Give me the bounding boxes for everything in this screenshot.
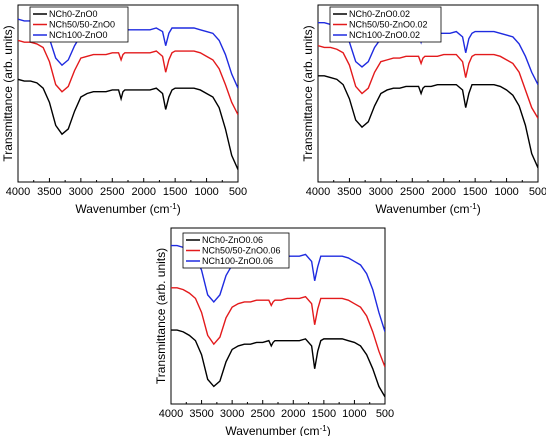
x-tick-label: 4000	[159, 408, 183, 420]
legend-label: NCh100-ZnO0.06	[202, 256, 273, 266]
x-tick-label: 2500	[400, 186, 424, 198]
x-tick-label: 2000	[131, 186, 155, 198]
y-axis-title: Transmittance (arb. units)	[301, 25, 315, 161]
x-axis-title-close: )	[327, 424, 331, 436]
legend-box	[329, 6, 442, 43]
x-tick-label: 4000	[6, 186, 30, 198]
chart-panel-1: 4000 3500 3000 2500 2000 1500 1000 500 Wavenumbe…	[1, 4, 247, 217]
x-tick-label: 3500	[337, 186, 361, 198]
x-tick-label: 2500	[250, 408, 274, 420]
series-line-2	[18, 39, 238, 116]
y-axis-title: Transmittance (arb. units)	[154, 248, 168, 384]
x-tick-label: 1500	[312, 408, 336, 420]
x-tick-label: 500	[229, 186, 247, 198]
legend-label: NCh0-ZnO0	[49, 9, 98, 19]
x-axis-title-close: )	[177, 202, 181, 216]
x-tick-label: 2000	[431, 186, 455, 198]
series-line-1	[318, 75, 538, 169]
x-tick-label: 1500	[463, 186, 487, 198]
x-tick-label: 2500	[100, 186, 124, 198]
legend-label: NCh100-ZnO0.02	[349, 30, 420, 40]
x-axis-title-main: Wavenumber (cm	[375, 202, 469, 216]
x-tick-label: 1000	[194, 186, 218, 198]
x-tick-label: 2000	[281, 408, 305, 420]
x-axis-title-main: Wavenumber (cm	[75, 202, 169, 216]
series-line-2	[171, 287, 385, 368]
x-axis-title-sup: -1	[320, 424, 328, 433]
x-tick-label: 3500	[37, 186, 61, 198]
y-axis-title: Transmittance (arb. units)	[1, 25, 15, 161]
x-tick-label: 500	[376, 408, 394, 420]
x-tick-label: 4000	[306, 186, 330, 198]
legend-box	[182, 232, 290, 269]
x-tick-label: 3500	[189, 408, 213, 420]
x-tick-label: 500	[529, 186, 546, 198]
legend-label: NCh50/50-ZnO0	[49, 20, 115, 30]
series-line-2	[318, 45, 538, 119]
x-tick-label: 1000	[494, 186, 518, 198]
x-tick-label: 3000	[369, 186, 393, 198]
x-axis-title: Wavenumber (cm-1)	[75, 202, 180, 217]
legend-label: NCh50/50-ZnO0.06	[202, 246, 281, 256]
x-tick-label: 3000	[69, 186, 93, 198]
x-tick-label: 1000	[342, 408, 366, 420]
legend-label: NCh100-ZnO0	[49, 30, 108, 40]
legend-label: NCh50/50-ZnO0.02	[349, 20, 428, 30]
chart-panel-3: 4000 3500 3000 2500 2000 1500 1000 500 Wavenumbe…	[154, 227, 394, 438]
x-axis-title-main: Wavenumber (cm	[225, 424, 319, 436]
series-line-1	[171, 329, 385, 398]
legend-label: NCh0-ZnO0.06	[202, 235, 263, 245]
x-axis-title-close: )	[477, 202, 481, 216]
x-axis-title: Wavenumber (cm-1)	[225, 424, 330, 437]
x-axis-title-sup: -1	[170, 202, 178, 211]
chart-panel-2: 4000 3500 3000 2500 2000 1500 1000 500 Wavenumbe…	[301, 4, 546, 217]
x-axis-title-sup: -1	[470, 202, 478, 211]
series-line-1	[18, 78, 238, 170]
x-tick-label: 3000	[220, 408, 244, 420]
x-tick-label: 1500	[163, 186, 187, 198]
legend-label: NCh0-ZnO0.02	[349, 9, 410, 19]
x-axis-title: Wavenumber (cm-1)	[375, 202, 480, 217]
